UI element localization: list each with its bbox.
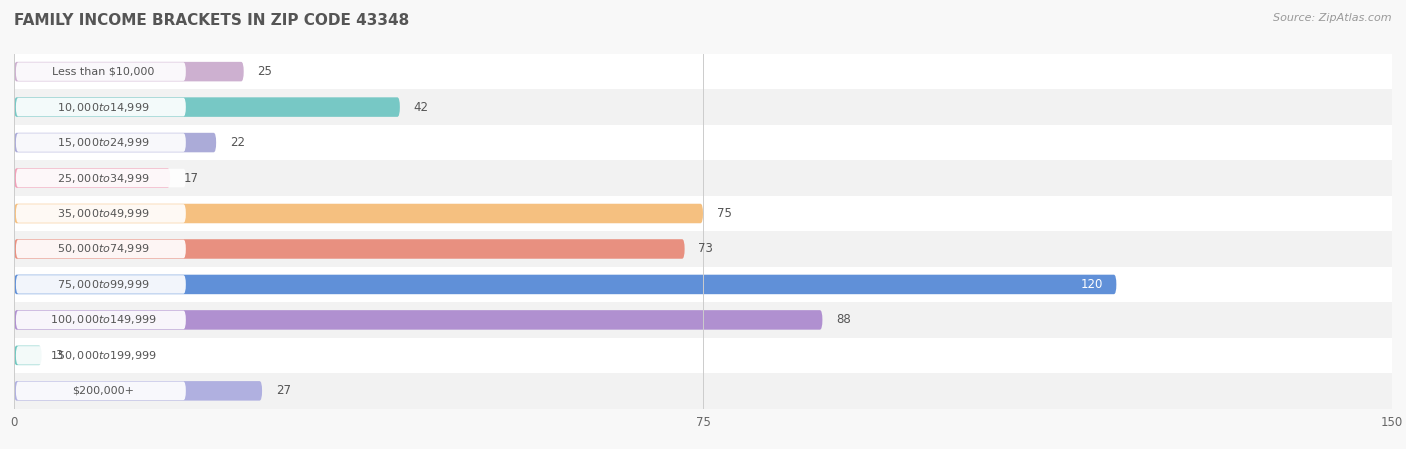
FancyBboxPatch shape <box>15 62 186 81</box>
FancyBboxPatch shape <box>14 133 217 152</box>
Text: 22: 22 <box>231 136 245 149</box>
FancyBboxPatch shape <box>14 62 243 81</box>
FancyBboxPatch shape <box>15 169 186 187</box>
FancyBboxPatch shape <box>15 346 186 365</box>
FancyBboxPatch shape <box>14 97 399 117</box>
Text: 120: 120 <box>1080 278 1102 291</box>
Text: Less than $10,000: Less than $10,000 <box>52 66 155 77</box>
Text: $150,000 to $199,999: $150,000 to $199,999 <box>51 349 157 362</box>
FancyBboxPatch shape <box>14 196 1392 231</box>
FancyBboxPatch shape <box>14 373 1392 409</box>
FancyBboxPatch shape <box>14 168 170 188</box>
FancyBboxPatch shape <box>14 125 1392 160</box>
Text: $75,000 to $99,999: $75,000 to $99,999 <box>58 278 150 291</box>
FancyBboxPatch shape <box>14 275 1116 294</box>
FancyBboxPatch shape <box>14 160 1392 196</box>
FancyBboxPatch shape <box>14 54 1392 89</box>
FancyBboxPatch shape <box>14 239 685 259</box>
FancyBboxPatch shape <box>15 275 186 294</box>
FancyBboxPatch shape <box>14 204 703 223</box>
Text: 3: 3 <box>55 349 63 362</box>
Text: $100,000 to $149,999: $100,000 to $149,999 <box>51 313 157 326</box>
Text: $15,000 to $24,999: $15,000 to $24,999 <box>58 136 150 149</box>
Text: 25: 25 <box>257 65 273 78</box>
FancyBboxPatch shape <box>15 311 186 329</box>
FancyBboxPatch shape <box>15 98 186 116</box>
Text: $200,000+: $200,000+ <box>73 386 135 396</box>
FancyBboxPatch shape <box>14 89 1392 125</box>
Text: $25,000 to $34,999: $25,000 to $34,999 <box>58 172 150 185</box>
FancyBboxPatch shape <box>14 338 1392 373</box>
Text: $35,000 to $49,999: $35,000 to $49,999 <box>58 207 150 220</box>
Text: 75: 75 <box>717 207 731 220</box>
FancyBboxPatch shape <box>15 204 186 223</box>
FancyBboxPatch shape <box>14 346 42 365</box>
FancyBboxPatch shape <box>14 231 1392 267</box>
Text: 88: 88 <box>837 313 851 326</box>
Text: $50,000 to $74,999: $50,000 to $74,999 <box>58 242 150 255</box>
FancyBboxPatch shape <box>14 381 262 401</box>
FancyBboxPatch shape <box>14 310 823 330</box>
FancyBboxPatch shape <box>15 382 186 400</box>
FancyBboxPatch shape <box>14 302 1392 338</box>
Text: 27: 27 <box>276 384 291 397</box>
Text: FAMILY INCOME BRACKETS IN ZIP CODE 43348: FAMILY INCOME BRACKETS IN ZIP CODE 43348 <box>14 13 409 28</box>
Text: 17: 17 <box>184 172 200 185</box>
FancyBboxPatch shape <box>15 240 186 258</box>
FancyBboxPatch shape <box>15 133 186 152</box>
FancyBboxPatch shape <box>14 267 1392 302</box>
Text: 73: 73 <box>699 242 713 255</box>
Text: Source: ZipAtlas.com: Source: ZipAtlas.com <box>1274 13 1392 23</box>
Text: $10,000 to $14,999: $10,000 to $14,999 <box>58 101 150 114</box>
Text: 42: 42 <box>413 101 429 114</box>
